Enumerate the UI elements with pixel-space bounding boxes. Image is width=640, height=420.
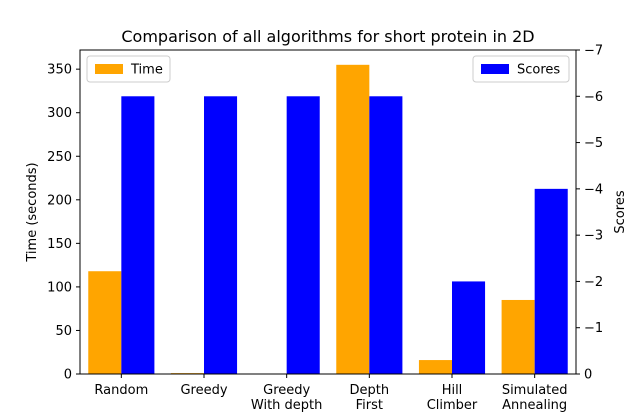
x-tick-label: Greedy [180,383,227,398]
y-left-tick-label: 50 [55,324,72,339]
y-left-tick-label: 0 [64,368,72,383]
legend-swatch [95,64,123,74]
y-left-tick-label: 100 [47,280,72,295]
y-left-tick-label: 200 [47,193,72,208]
y-left-axis-label: Time (seconds) [25,162,40,262]
bar-time-3 [336,64,370,374]
bar-scores-3 [369,96,403,375]
x-tick-label: Greedy With depth [251,383,323,413]
bar-scores-2 [286,96,320,375]
legend-label: Scores [517,63,560,78]
x-tick-label-line: Random [94,383,148,398]
y-right-tick-label: −7 [584,44,603,59]
bar-time-0 [88,271,122,374]
y-right-tick-label: −4 [584,182,603,197]
x-tick-label-line: Annealing [502,398,567,413]
y-left-tick-label: 300 [47,106,72,121]
bar-scores-1 [204,96,238,375]
legend-label: Time [130,63,163,78]
x-tick-label-line: Greedy [263,383,310,398]
y-right-tick-label: −3 [584,229,603,244]
bar-time-5 [501,299,535,374]
legend-scores: Scores [472,55,570,83]
bar-scores-4 [452,281,486,374]
y-left-tick-label: 350 [47,63,72,78]
x-tick-label: Simulated Annealing [502,383,568,413]
y-left-tick-label: 150 [47,237,72,252]
x-tick-label-line: Simulated [502,383,568,398]
x-tick-label: Random [94,383,148,398]
plot-frame [79,49,577,375]
bar-scores-5 [534,188,568,374]
y-right-tick-label: −2 [584,275,603,290]
bar-time-4 [418,360,452,374]
x-tick-label-line: Climber [427,398,478,413]
y-right-tick-label: 0 [584,368,592,383]
x-tick-label-line: With depth [251,398,323,413]
chart-title: Comparison of all algorithms for short p… [121,27,534,46]
bar-scores-0 [121,96,155,375]
x-tick-label-line: Greedy [180,383,227,398]
x-tick-label-line: Hill [442,383,463,398]
x-tick-label-line: First [356,398,383,413]
bars [88,64,568,375]
x-tick-label-line: Depth [350,383,390,398]
legends: Time Scores [86,55,570,83]
x-tick-label: Hill Climber [427,383,478,413]
x-tick-label: Depth First [350,383,390,413]
y-right-axis-label: Scores [613,190,628,233]
legend-box [472,55,570,83]
y-right-tick-label: −6 [584,90,603,105]
y-right-tick-label: −5 [584,136,603,151]
y-left-tick-label: 250 [47,150,72,165]
legend-box [86,55,171,83]
y-right-tick-label: −1 [584,321,603,336]
legend-swatch [481,64,509,74]
legend-time: Time [86,55,171,83]
